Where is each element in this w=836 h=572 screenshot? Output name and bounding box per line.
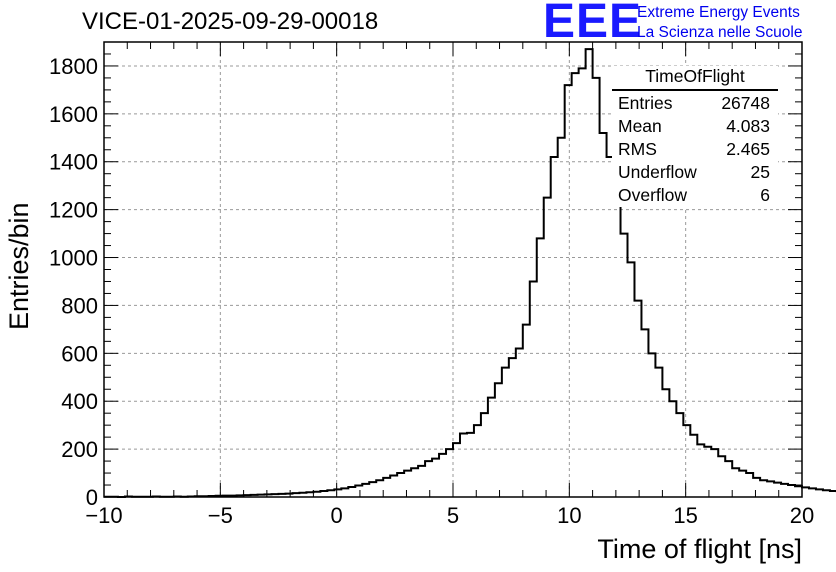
stats-row-mean: Mean 4.083 [612,115,778,138]
y-tick-label: 600 [61,341,98,366]
stats-value: 26748 [721,93,770,113]
x-tick-label: 0 [331,503,343,528]
x-tick-label: 15 [673,503,697,528]
x-tick-label: 5 [447,503,459,528]
y-tick-label: 200 [61,437,98,462]
stats-value: 4.083 [726,116,770,136]
histogram-series [104,48,836,498]
ticks [103,41,803,498]
stats-row-overflow: Overflow 6 [612,184,778,207]
stats-label: Underflow [618,162,697,182]
stats-value: 6 [760,185,770,205]
y-tick-label: 1200 [49,198,98,223]
x-tick-label: −5 [208,503,233,528]
stats-label: Entries [618,93,673,113]
stats-label: Mean [618,116,662,136]
stats-rows: Entries 26748 Mean 4.083 RMS 2.465 Underflow 25… [612,92,778,207]
x-axis-label: Time of flight [ns] [597,534,802,564]
y-tick-label: 400 [61,389,98,414]
stats-row-underflow: Underflow 25 [612,161,778,184]
stats-box: TimeOfFlight Entries 26748 Mean 4.083 RMS 2.4… [612,66,778,207]
eee-logo: EEE [543,0,643,48]
y-tick-label: 1000 [49,246,98,271]
org-line-1: Extreme Energy Events [637,4,800,21]
y-tick-label: 800 [61,293,98,318]
chart-title: VICE-01-2025-09-29-00018 [82,8,379,35]
y-tick-label: 1600 [49,102,98,127]
org-text: Extreme Energy Events La Scienza nelle S… [637,3,802,43]
stats-value: 25 [750,162,770,182]
org-line-2: La Scienza nelle Scuole [637,24,803,41]
x-tick-label: −10 [85,503,122,528]
y-tick-label: 1400 [49,150,98,175]
stats-title: TimeOfFlight [612,66,778,91]
y-tick-label: 1800 [49,54,98,79]
tick-labels: −10 −5 0 5 10 15 20020040060080010001200140016… [49,54,814,528]
y-axis-label: Entries/bin [4,202,34,330]
stats-label: RMS [618,139,657,159]
y-tick-label: 0 [86,485,98,510]
stats-label: Overflow [618,185,688,205]
stats-row-entries: Entries 26748 [612,92,778,115]
stats-row-rms: RMS 2.465 [612,138,778,161]
x-tick-label: 10 [557,503,581,528]
x-tick-label: 20 [790,503,814,528]
stats-value: 2.465 [726,139,770,159]
